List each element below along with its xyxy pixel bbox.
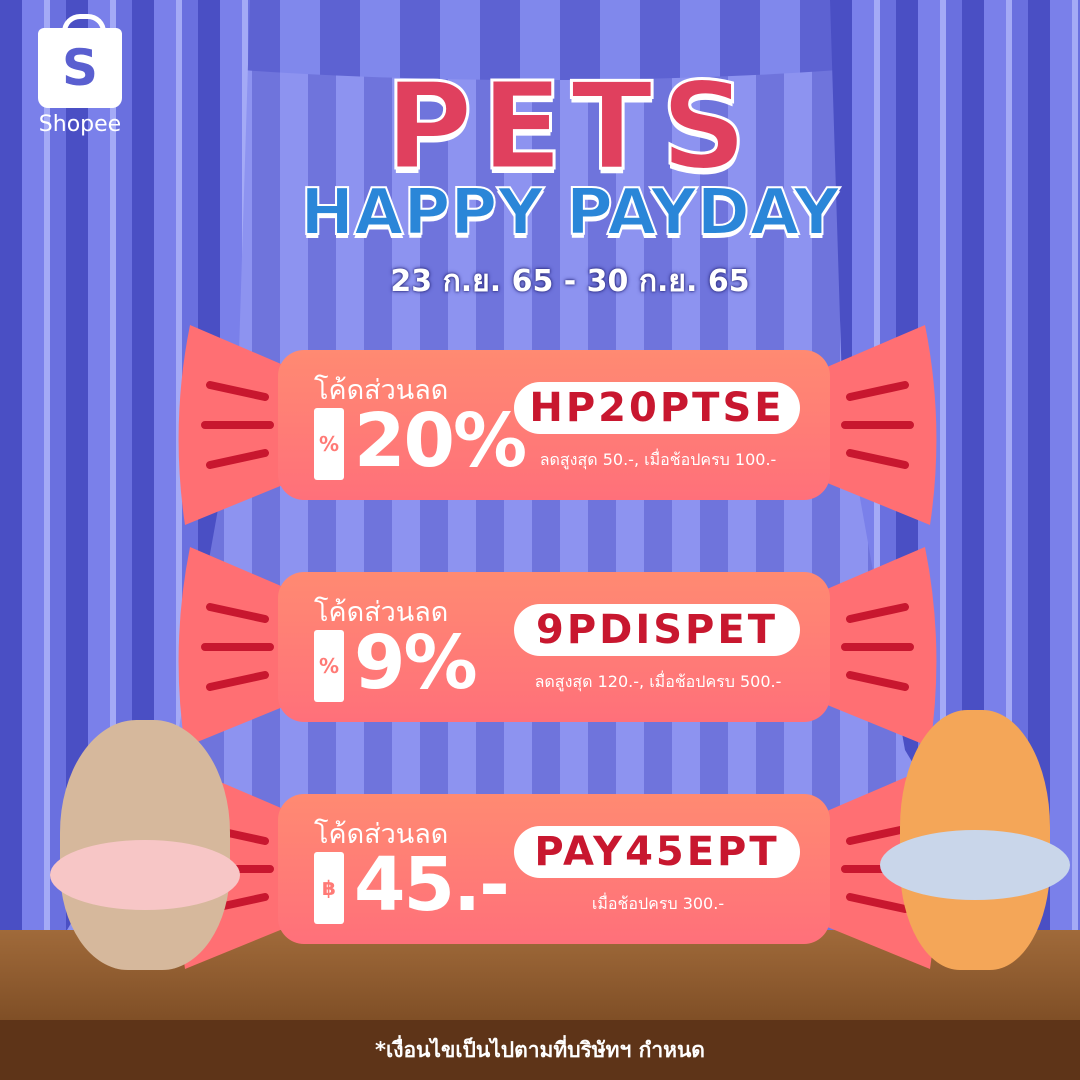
voucher-condition: ลดสูงสุด 120.-, เมื่อช้อปครบ 500.- xyxy=(534,672,782,691)
discount-amount: 45.- xyxy=(354,842,510,928)
voucher-card: โค้ดส่วนลด % 9% 9PDISPET ลดสูงสุด 120.-,… xyxy=(278,572,830,722)
candy-wrapper-left xyxy=(178,325,295,525)
percent-ticket-icon: % xyxy=(314,630,344,702)
voucher-card: โค้ดส่วนลด % 20% HP20PTSE ลดสูงสุด 50.-,… xyxy=(278,350,830,500)
voucher-candy[interactable]: โค้ดส่วนลด % 9% 9PDISPET ลดสูงสุด 120.-,… xyxy=(170,547,940,747)
fox-tutu xyxy=(880,830,1070,900)
discount-amount: 20% xyxy=(354,398,527,484)
terms-note: *เงื่อนไขเป็นไปตามที่บริษัทฯ กำหนด xyxy=(375,1037,705,1062)
brand-name: Shopee xyxy=(38,112,122,137)
percent-ticket-icon: % xyxy=(314,408,344,480)
baht-ticket-icon: ฿ xyxy=(314,852,344,924)
promo-date: 23 ก.ย. 65 - 30 ก.ย. 65 xyxy=(390,264,750,299)
voucher-card: โค้ดส่วนลด ฿ 45.- PAY45EPT เมื่อช้อปครบ … xyxy=(278,794,830,944)
voucher-code[interactable]: PAY45EPT xyxy=(514,826,800,878)
shopee-logo: S Shopee xyxy=(30,14,130,137)
voucher-label: โค้ดส่วนลด xyxy=(314,597,449,628)
shopping-bag-icon: S xyxy=(38,14,122,108)
voucher-candy[interactable]: โค้ดส่วนลด ฿ 45.- PAY45EPT เมื่อช้อปครบ … xyxy=(170,769,940,969)
candy-wrapper-right xyxy=(820,325,937,525)
voucher-code[interactable]: 9PDISPET xyxy=(514,604,800,656)
footer-bar: *เงื่อนไขเป็นไปตามที่บริษัทฯ กำหนด xyxy=(0,1020,1080,1080)
candy-wrapper-left xyxy=(178,547,295,747)
title-pets: PETS xyxy=(383,57,756,199)
voucher-condition: ลดสูงสุด 50.-, เมื่อช้อปครบ 100.- xyxy=(539,450,777,469)
voucher-label: โค้ดส่วนลด xyxy=(314,375,449,406)
voucher-condition: เมื่อช้อปครบ 300.- xyxy=(591,894,725,913)
candy-wrapper-right xyxy=(820,547,937,747)
voucher-candy[interactable]: โค้ดส่วนลด % 20% HP20PTSE ลดสูงสุด 50.-,… xyxy=(170,325,940,525)
discount-amount: 9% xyxy=(354,620,478,706)
title-happy-payday: HAPPY PAYDAY xyxy=(299,175,840,251)
voucher-code[interactable]: HP20PTSE xyxy=(514,382,800,434)
mouse-tutu xyxy=(50,840,240,910)
voucher-label: โค้ดส่วนลด xyxy=(314,819,449,850)
